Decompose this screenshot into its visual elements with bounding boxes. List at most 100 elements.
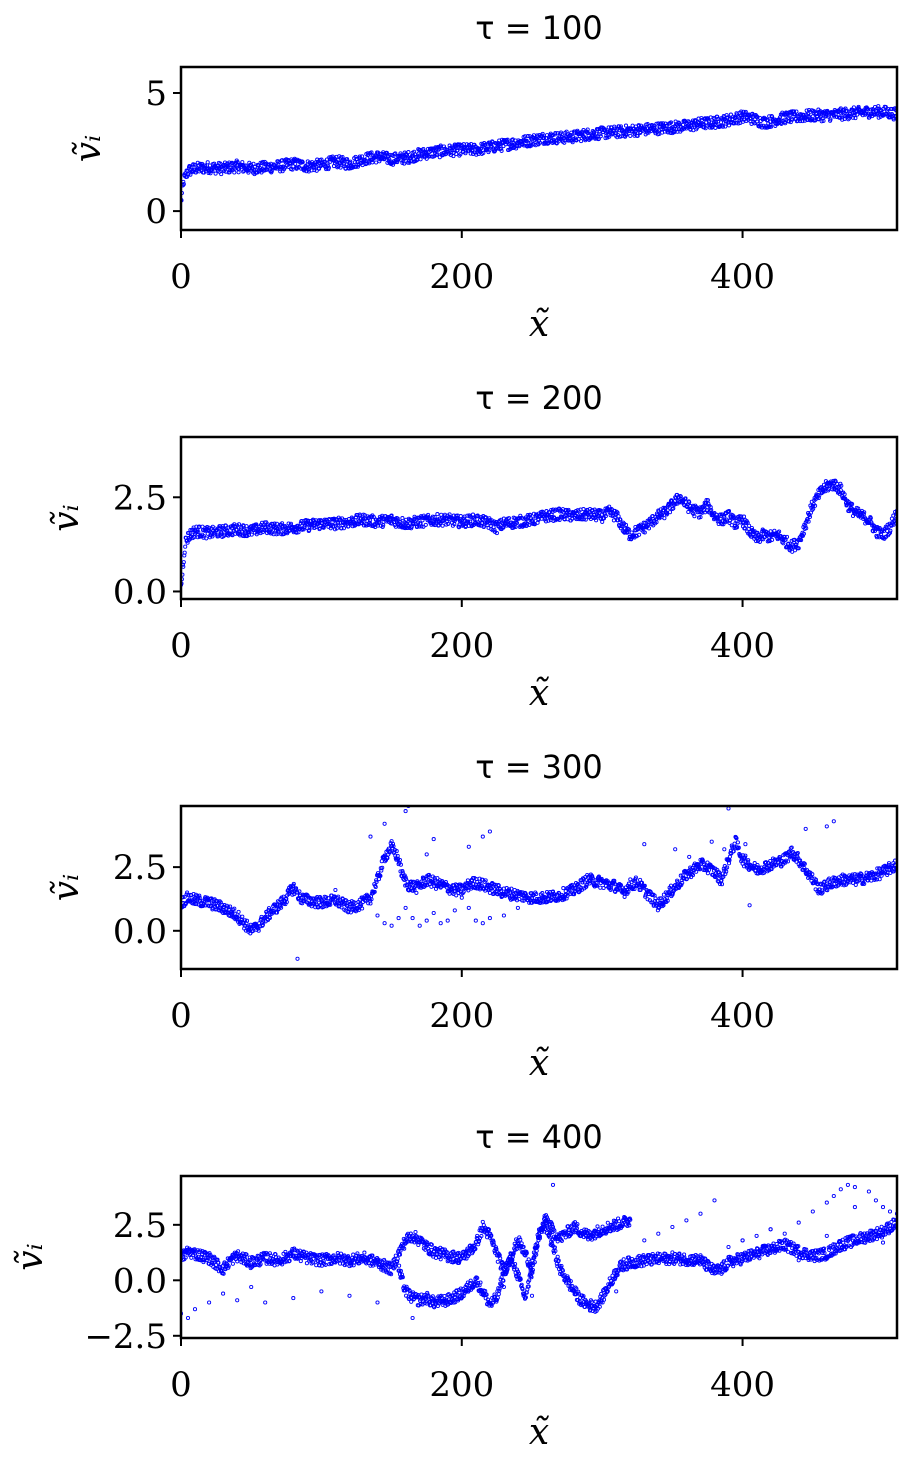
- data-point: [431, 837, 436, 842]
- x-tick-label: 0: [170, 996, 192, 1036]
- data-point: [426, 872, 432, 877]
- data-point: [366, 901, 371, 906]
- data-point: [735, 840, 740, 845]
- data-point: [219, 172, 224, 177]
- data-point: [838, 481, 843, 486]
- data-point: [246, 170, 251, 175]
- data-point: [403, 905, 408, 910]
- data-point: [769, 867, 774, 872]
- data-point: [391, 844, 396, 849]
- data-point: [785, 859, 791, 864]
- data-point: [736, 845, 741, 850]
- data-point: [804, 526, 809, 531]
- data-point: [437, 516, 442, 521]
- data-point: [770, 537, 775, 542]
- data-point: [243, 1257, 248, 1262]
- data-point: [385, 856, 390, 861]
- data-point: [626, 527, 631, 532]
- data-point: [489, 886, 494, 891]
- data-point: [290, 892, 295, 897]
- data-point: [722, 515, 727, 520]
- data-point: [336, 894, 341, 899]
- data-point: [825, 888, 830, 893]
- data-point: [742, 526, 747, 531]
- data-point: [462, 516, 467, 521]
- data-point: [517, 515, 522, 521]
- data-point: [297, 1248, 302, 1253]
- data-point: [543, 519, 549, 524]
- data-point: [820, 888, 825, 893]
- data-point: [673, 502, 678, 507]
- data-point: [674, 127, 679, 132]
- x-tick-label: 200: [429, 996, 494, 1036]
- data-point: [470, 147, 475, 152]
- data-point: [455, 515, 461, 521]
- data-point: [703, 126, 708, 131]
- data-point: [534, 891, 539, 897]
- data-point: [747, 523, 752, 528]
- axes-frame: [179, 804, 899, 971]
- data-point: [363, 898, 368, 903]
- data-point: [389, 513, 394, 518]
- data-point: [561, 886, 566, 891]
- data-point: [279, 532, 284, 537]
- data-point: [830, 487, 835, 492]
- data-point: [326, 896, 331, 901]
- data-point: [514, 520, 519, 525]
- data-point: [282, 165, 287, 170]
- data-point: [800, 119, 805, 124]
- data-point: [743, 853, 748, 858]
- data-point: [807, 514, 813, 519]
- data-point: [192, 162, 198, 167]
- data-point: [203, 903, 208, 908]
- data-point: [189, 165, 194, 170]
- data-point: [186, 537, 192, 543]
- y-axis-label: ṽᵢ: [46, 504, 87, 532]
- data-point: [655, 898, 660, 903]
- data-point: [376, 519, 381, 524]
- data-point: [303, 1255, 308, 1261]
- data-point: [706, 867, 711, 873]
- data-point: [739, 109, 744, 114]
- data-point: [847, 112, 852, 117]
- data-point: [830, 483, 835, 488]
- chart-title: τ = 300: [475, 748, 603, 786]
- data-point: [360, 906, 365, 911]
- data-point: [414, 890, 419, 895]
- data-point: [687, 500, 692, 505]
- data-point: [300, 160, 305, 165]
- data-point: [312, 168, 317, 173]
- data-point: [254, 532, 259, 537]
- data-point: [487, 148, 492, 153]
- data-point: [851, 105, 856, 110]
- data-point: [341, 526, 346, 531]
- data-point: [255, 924, 260, 929]
- data-point: [236, 909, 241, 914]
- data-point: [225, 529, 230, 534]
- data-point: [487, 916, 492, 921]
- data-point: [852, 872, 857, 877]
- data-point: [722, 847, 727, 852]
- data-point: [514, 521, 520, 526]
- data-point: [727, 854, 732, 859]
- data-point: [768, 529, 773, 534]
- data-point: [772, 528, 777, 533]
- data-point: [668, 883, 674, 888]
- data-point: [682, 876, 687, 881]
- data-point: [182, 550, 187, 555]
- data-point: [438, 921, 443, 926]
- data-point: [480, 517, 485, 522]
- data-point: [338, 165, 343, 170]
- data-point: [542, 135, 547, 140]
- data-point: [706, 501, 711, 506]
- data-point: [412, 517, 417, 522]
- data-point: [777, 855, 783, 860]
- data-point: [328, 902, 333, 907]
- data-point: [223, 523, 228, 528]
- data-point: [439, 146, 444, 151]
- data-point: [894, 867, 897, 872]
- data-point: [754, 539, 759, 544]
- data-point: [884, 864, 889, 869]
- data-point: [501, 913, 506, 918]
- data-point: [339, 526, 344, 531]
